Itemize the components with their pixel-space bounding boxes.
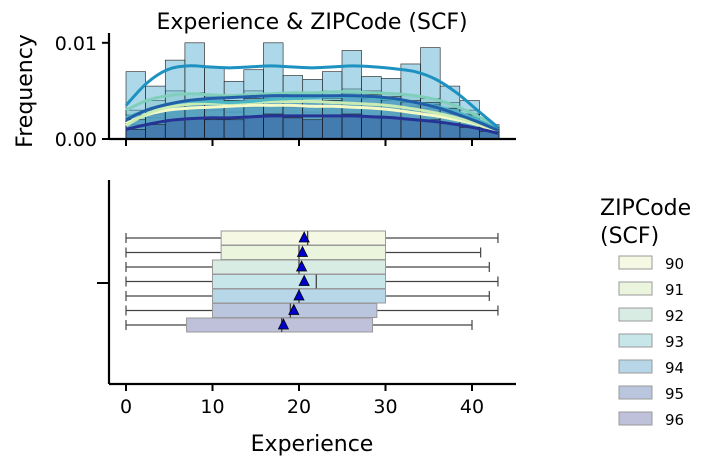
- hist-y-tick-label: 0.01: [55, 33, 97, 55]
- mean-marker: [293, 289, 305, 301]
- hist-bar: [282, 117, 304, 140]
- hist-bar: [302, 119, 323, 140]
- mean-marker: [298, 274, 310, 286]
- mean-marker: [298, 231, 310, 243]
- legend-swatch-93: [618, 333, 653, 348]
- legend-swatch-94: [618, 359, 653, 374]
- kde-line-94: [124, 64, 499, 129]
- hist-series-96: [125, 113, 500, 140]
- hist-bar: [263, 113, 284, 140]
- box-series-94: [125, 288, 490, 304]
- legend-swatch-91: [618, 281, 653, 296]
- legend-swatch-95: [618, 385, 653, 400]
- mean-marker: [288, 303, 300, 315]
- hist-bar: [223, 119, 245, 140]
- hist-bar: [145, 124, 166, 140]
- hist-bar: [164, 119, 186, 140]
- kde-line-95: [125, 94, 499, 132]
- legend-label-91: 91: [665, 281, 684, 299]
- hist-bar: [322, 115, 343, 140]
- histogram-panel: 0.00 0.01: [55, 33, 516, 151]
- legend-label-90: 90: [665, 255, 684, 273]
- legend-label-94: 94: [665, 359, 684, 377]
- box-series-95: [125, 303, 499, 318]
- box-series-90: [125, 230, 499, 246]
- legend-swatch-96: [618, 411, 653, 426]
- hist-bar: [380, 117, 402, 140]
- box-series-96: [125, 317, 473, 333]
- hist-bar: [125, 129, 146, 140]
- boxplot-panel: 0 10 20 30 40: [97, 180, 516, 418]
- y-axis-label: Frequency: [13, 34, 38, 148]
- box-series-92: [125, 259, 490, 275]
- x-tick-label: 30: [373, 396, 397, 418]
- box-series-91: [125, 245, 482, 260]
- mean-marker: [295, 260, 308, 272]
- legend-swatch-92: [618, 307, 653, 322]
- kde-line-91: [125, 99, 499, 132]
- legend-title-line1: ZIPCode: [600, 196, 691, 221]
- box-series-93: [125, 274, 499, 289]
- x-axis-label: Experience: [251, 432, 374, 457]
- kde-line-96: [125, 114, 499, 135]
- kde-line-92: [125, 90, 499, 129]
- x-tick-label: 40: [460, 396, 484, 418]
- legend: ZIPCode (SCF) 90 91 92 93 94 95 96: [600, 196, 691, 429]
- hist-bar: [204, 119, 225, 140]
- x-tick-label: 20: [287, 396, 311, 418]
- legend-title-line2: (SCF): [600, 224, 659, 249]
- x-tick-label: 10: [200, 396, 224, 418]
- legend-label-95: 95: [665, 385, 684, 403]
- mean-marker: [277, 318, 290, 330]
- x-tick-label: 0: [120, 396, 132, 418]
- legend-label-93: 93: [665, 333, 684, 351]
- chart-title: Experience & ZIPCode (SCF): [156, 10, 467, 35]
- box-iqr: [186, 317, 374, 333]
- mean-marker: [296, 245, 309, 257]
- legend-swatch-90: [618, 255, 653, 270]
- box-iqr: [212, 274, 386, 289]
- hist-y-tick-label: 0.00: [55, 129, 97, 151]
- hist-bar: [341, 113, 362, 140]
- hist-bar: [400, 119, 421, 140]
- hist-bar: [361, 115, 382, 140]
- hist-bar: [243, 115, 264, 140]
- legend-label-96: 96: [665, 411, 684, 429]
- legend-label-92: 92: [665, 307, 684, 325]
- hist-bar: [184, 117, 205, 140]
- kde-line-90: [125, 103, 499, 133]
